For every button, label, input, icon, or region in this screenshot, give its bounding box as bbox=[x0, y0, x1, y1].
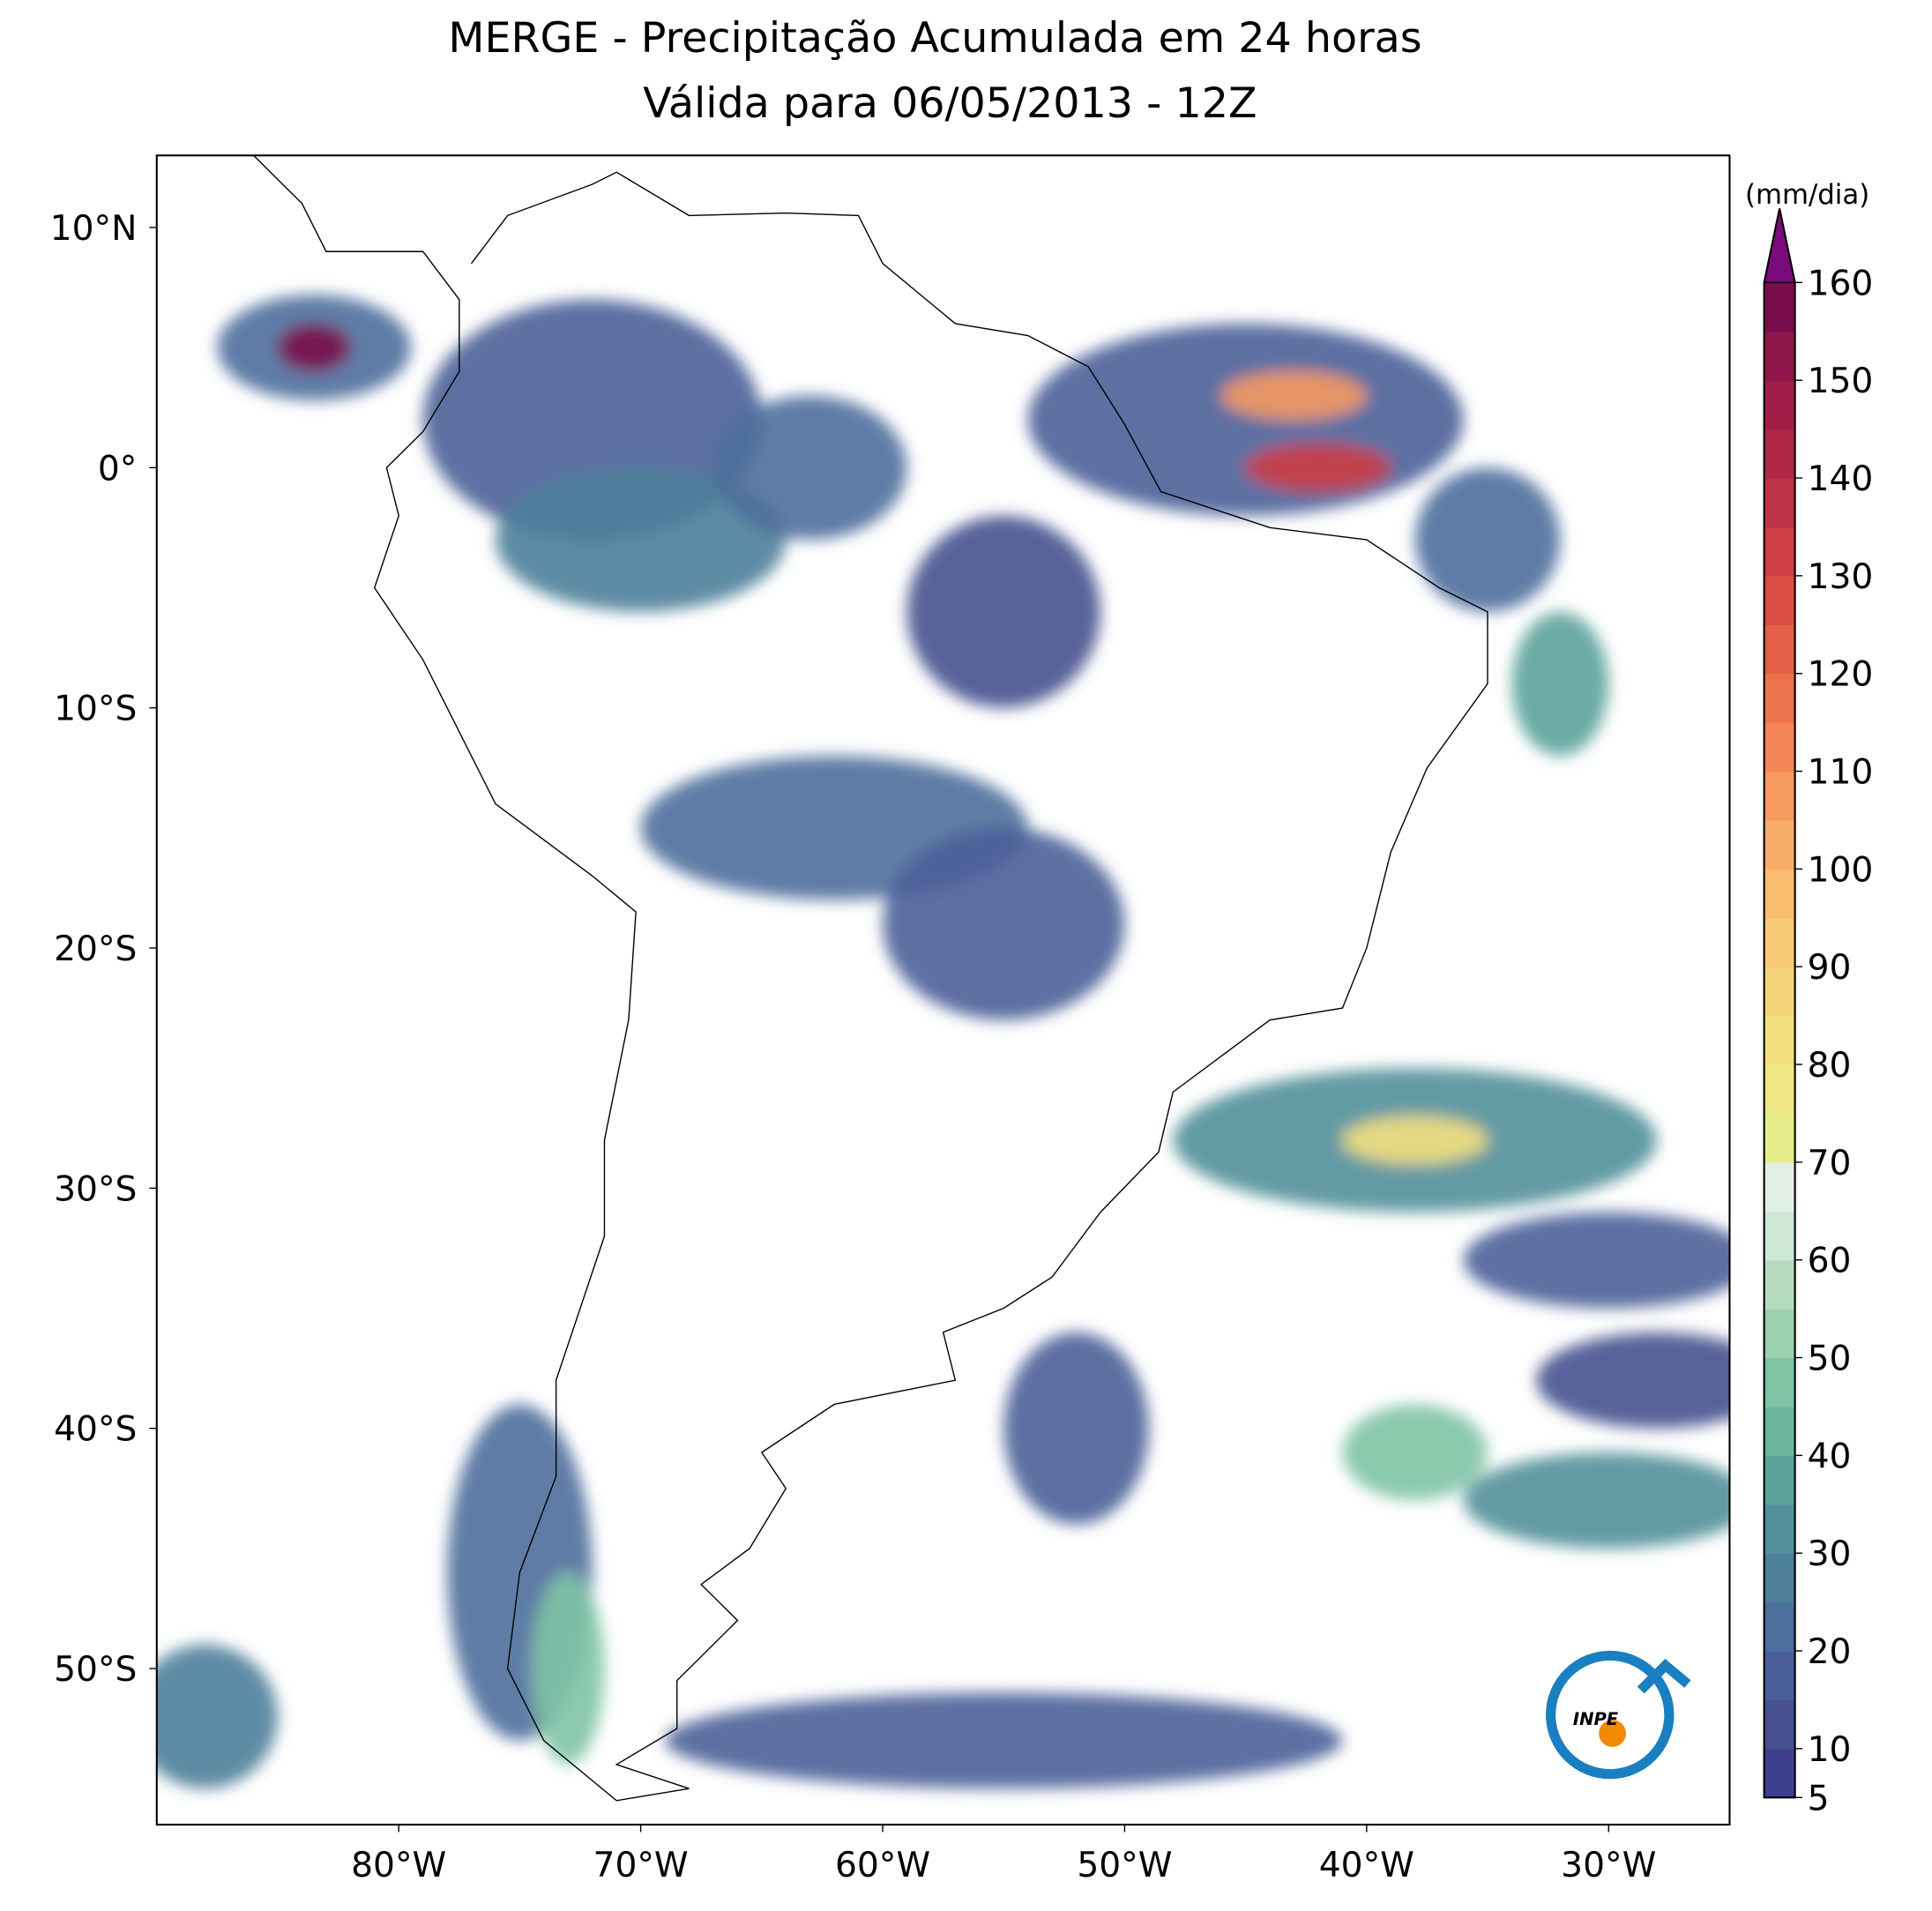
colorbar-band bbox=[1764, 1161, 1795, 1212]
colorbar-band bbox=[1764, 967, 1795, 1017]
colorbar-tick-label: 80 bbox=[1808, 1046, 1852, 1086]
colorbar-band bbox=[1764, 282, 1795, 332]
rain-area bbox=[883, 827, 1125, 1020]
rain-area bbox=[1342, 1116, 1488, 1165]
colorbar-band bbox=[1764, 1015, 1795, 1065]
colorbar-band bbox=[1764, 1553, 1795, 1603]
rain-area bbox=[1463, 1212, 1730, 1309]
rain-area bbox=[1221, 371, 1367, 420]
colorbar-band bbox=[1764, 1211, 1795, 1261]
colorbar-band bbox=[1764, 1651, 1795, 1701]
colorbar-tick-label: 90 bbox=[1808, 948, 1852, 988]
y-tick-label: 30°S bbox=[54, 1169, 137, 1209]
x-tick-label: 70°W bbox=[593, 1846, 689, 1885]
x-tick-label: 40°W bbox=[1319, 1846, 1414, 1885]
logo-text: INPE bbox=[1573, 1709, 1619, 1729]
colorbar-band bbox=[1764, 1455, 1795, 1505]
rain-area bbox=[495, 467, 787, 612]
logo-arrow bbox=[1637, 1659, 1691, 1694]
logo-dot bbox=[1599, 1720, 1626, 1747]
colorbar-band bbox=[1764, 1504, 1795, 1554]
colorbar-band bbox=[1764, 380, 1795, 430]
colorbar-tick-label: 20 bbox=[1808, 1632, 1852, 1672]
x-tick-label: 50°W bbox=[1077, 1846, 1172, 1885]
continent-outline bbox=[253, 155, 1488, 1802]
rain-area bbox=[1414, 467, 1561, 612]
colorbar-frame bbox=[1763, 208, 1796, 1799]
logo-ring bbox=[1546, 1650, 1675, 1780]
title-line: Válida para 06/05/2013 - 12Z bbox=[643, 79, 1257, 128]
colorbar-tick-label: 70 bbox=[1808, 1144, 1852, 1183]
logo: INPE bbox=[1546, 1650, 1691, 1780]
colorbar-band bbox=[1764, 1309, 1795, 1359]
colorbar-band bbox=[1764, 1748, 1795, 1798]
colorbar-band bbox=[1764, 1113, 1795, 1163]
colorbar-band bbox=[1764, 819, 1795, 870]
colorbar-band bbox=[1764, 1357, 1795, 1407]
colorbar-band bbox=[1764, 1259, 1795, 1310]
rain-area bbox=[1027, 323, 1464, 516]
precipitation-field bbox=[156, 295, 1730, 1789]
rain-area bbox=[1342, 1404, 1488, 1501]
colorbar-extend bbox=[1763, 208, 1796, 284]
rain-area bbox=[712, 395, 907, 541]
colorbar-band bbox=[1764, 1699, 1795, 1750]
colorbar-band bbox=[1764, 917, 1795, 967]
rain-area bbox=[1463, 1452, 1730, 1549]
y-tick-label: 10°N bbox=[50, 209, 138, 249]
rain-area bbox=[906, 515, 1100, 708]
colorbar-tick-label: 120 bbox=[1808, 655, 1874, 695]
rain-area bbox=[277, 323, 351, 372]
colorbar-band bbox=[1764, 771, 1795, 821]
colorbar-tick-label: 5 bbox=[1808, 1779, 1830, 1818]
x-tick-label: 80°W bbox=[351, 1846, 446, 1885]
colorbar-tick-label: 140 bbox=[1808, 459, 1874, 499]
colorbar-band bbox=[1764, 478, 1795, 528]
rain-area bbox=[665, 1692, 1343, 1789]
colorbar-tick-label: 130 bbox=[1808, 557, 1874, 597]
colorbar-tick-label: 40 bbox=[1808, 1437, 1852, 1476]
y-tick-label: 20°S bbox=[54, 929, 137, 969]
rain-area bbox=[156, 1644, 278, 1789]
colorbar-tick-label: 60 bbox=[1808, 1242, 1852, 1281]
y-tick-label: 50°S bbox=[54, 1650, 137, 1690]
colorbar-label: (mm/dia) bbox=[1745, 179, 1869, 211]
coastline bbox=[253, 155, 1488, 1802]
colorbar-band bbox=[1764, 722, 1795, 773]
colorbar-band bbox=[1764, 429, 1795, 479]
colorbar-tick-label: 10 bbox=[1808, 1730, 1852, 1770]
y-tick-label: 40°S bbox=[54, 1410, 137, 1450]
x-tick-label: 60°W bbox=[835, 1846, 930, 1885]
x-tick-label: 30°W bbox=[1561, 1846, 1656, 1885]
colorbar-band bbox=[1764, 624, 1795, 675]
colorbar-tick-label: 100 bbox=[1808, 850, 1874, 890]
colorbar-tick-label: 110 bbox=[1808, 753, 1874, 793]
colorbar-band bbox=[1764, 1064, 1795, 1115]
colorbar-band bbox=[1764, 331, 1795, 381]
y-tick-label: 10°S bbox=[54, 690, 137, 729]
colorbar-band bbox=[1764, 673, 1795, 723]
colorbar-band bbox=[1764, 526, 1795, 577]
y-tick-label: 0° bbox=[98, 449, 138, 489]
colorbar-tick-label: 30 bbox=[1808, 1534, 1852, 1574]
map-frame bbox=[155, 154, 1731, 1826]
rain-area bbox=[1003, 1332, 1149, 1525]
colorbar-band bbox=[1764, 869, 1795, 919]
rain-area bbox=[1245, 444, 1391, 492]
colorbar-tick-label: 160 bbox=[1808, 264, 1874, 303]
rain-area bbox=[1535, 1332, 1730, 1429]
colorbar-band bbox=[1764, 1406, 1795, 1457]
colorbar-tick-label: 50 bbox=[1808, 1340, 1852, 1379]
title-line: MERGE - Precipitação Acumulada em 24 hor… bbox=[448, 14, 1421, 63]
rain-area bbox=[1511, 611, 1609, 757]
colorbar-tick-label: 150 bbox=[1808, 362, 1874, 401]
colorbar-band bbox=[1764, 575, 1795, 625]
colorbar-band bbox=[1764, 1601, 1795, 1652]
rain-area bbox=[532, 1572, 605, 1765]
